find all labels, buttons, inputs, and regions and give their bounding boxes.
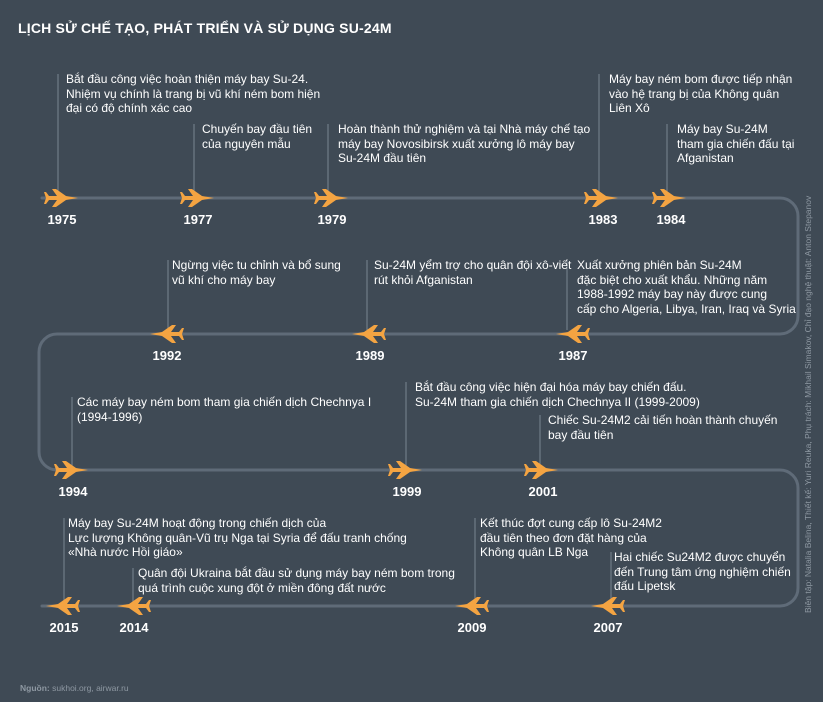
year-label: 1994 bbox=[58, 484, 88, 499]
year-label: 1989 bbox=[355, 348, 385, 363]
plane-icon bbox=[584, 189, 618, 207]
infographic-title: LỊCH SỬ CHẾ TẠO, PHÁT TRIỂN VÀ SỬ DỤNG S… bbox=[18, 20, 392, 36]
event-line: Chuyến bay đầu tiên bbox=[202, 122, 313, 136]
event-line: vũ khí cho máy bay bbox=[172, 272, 276, 287]
event-line: Su-24M tham gia chiến dịch Chechnya II (… bbox=[415, 394, 700, 409]
event-description: Chuyến bay đầu tiên của nguyên mẫu bbox=[202, 122, 312, 151]
event-line: Chiếc Su-24M2 cải tiến hoàn thành chuyến bbox=[548, 413, 778, 427]
event-line: tham gia chiến đấu tại bbox=[677, 136, 795, 151]
year-label: 1992 bbox=[152, 348, 182, 363]
event-description: Các máy bay ném bom tham gia chiến dịch … bbox=[77, 395, 371, 424]
year-label: 2015 bbox=[49, 620, 79, 635]
event-line: «Nhà nước Hồi giáo» bbox=[68, 545, 183, 559]
plane-icon bbox=[352, 325, 386, 343]
year-label: 1977 bbox=[183, 212, 213, 227]
event-line: Bắt đầu công việc hoàn thiện máy bay Su-… bbox=[66, 72, 309, 86]
event-line: Quân đội Ukraina bắt đầu sử dụng máy bay… bbox=[138, 566, 455, 580]
event-line: Lực lượng Không quân-Vũ trụ Nga tại Syri… bbox=[68, 530, 407, 545]
plane-icon bbox=[556, 325, 590, 343]
event-description: Máy bay Su-24M hoạt động trong chiến dịc… bbox=[68, 516, 407, 560]
event-line: Su-24M đầu tiên bbox=[338, 151, 427, 165]
year-label: 2009 bbox=[457, 620, 487, 635]
plane-icon bbox=[46, 597, 80, 615]
event-line: Các máy bay ném bom tham gia chiến dịch … bbox=[77, 395, 372, 409]
plane-icon bbox=[180, 189, 214, 207]
year-label: 2001 bbox=[528, 484, 558, 499]
plane-icon bbox=[388, 461, 422, 479]
event-description: Hoàn thành thử nghiệm và tại Nhà máy chế… bbox=[338, 122, 590, 166]
event-line: Liên Xô bbox=[609, 101, 650, 115]
event-description: Bắt đầu công việc hoàn thiện máy bay Su-… bbox=[66, 72, 320, 116]
event-line: Không quân LB Nga bbox=[480, 545, 589, 559]
event-description: Xuất xưởng phiên bản Su-24M đặc biệt cho … bbox=[577, 258, 796, 316]
event-line: đầu tiên theo đơn đặt hàng của bbox=[480, 530, 647, 545]
event-description: Bắt đầu công việc hiện đại hóa máy bay c… bbox=[415, 380, 700, 409]
source-text: sukhoi.org, airwar.ru bbox=[52, 683, 129, 693]
credits-vertical: Biên tập: Natalia Belina, Thiết kế: Yuri… bbox=[803, 195, 813, 613]
event-line: Hoàn thành thử nghiệm và tại Nhà máy chế… bbox=[338, 122, 591, 136]
event-line: Ngừng việc tu chỉnh và bổ sung bbox=[172, 258, 341, 272]
plane-icon bbox=[652, 189, 686, 207]
plane-icon bbox=[591, 597, 625, 615]
event-line: đến Trung tâm ứng nghiệm chiến bbox=[614, 564, 791, 579]
event-line: (1994-1996) bbox=[77, 409, 143, 424]
year-label: 1979 bbox=[317, 212, 347, 227]
event-line: Nhiệm vụ chính là trang bị vũ khí ném bo… bbox=[66, 86, 321, 101]
year-label: 1984 bbox=[656, 212, 686, 227]
event-line: Su-24M yểm trợ cho quân đội xô-viết bbox=[374, 258, 572, 272]
year-label: 1987 bbox=[558, 348, 588, 363]
event-line: Afganistan bbox=[677, 151, 734, 165]
event-description: Kết thúc đợt cung cấp lô Su-24M2 đầu tiên… bbox=[480, 516, 662, 560]
source-note: Nguồn: sukhoi.org, airwar.ru bbox=[20, 683, 129, 693]
plane-icon bbox=[455, 597, 489, 615]
event-line: 1988-1992 máy bay này được cung bbox=[577, 287, 768, 301]
event-description: Su-24M yểm trợ cho quân đội xô-viết rút k… bbox=[374, 258, 571, 287]
event-line: Bắt đầu công việc hiện đại hóa máy bay c… bbox=[415, 380, 687, 394]
event-line: bay đầu tiên bbox=[548, 427, 614, 442]
year-label: 2007 bbox=[593, 620, 623, 635]
event-description: Máy bay ném bom được tiếp nhận vào hệ tra… bbox=[609, 72, 792, 116]
event-description: Ngừng việc tu chỉnh và bổ sung vũ khí cho… bbox=[172, 258, 341, 287]
event-description: Chiếc Su-24M2 cải tiến hoàn thành chuyến… bbox=[548, 413, 777, 442]
year-label: 1999 bbox=[392, 484, 422, 499]
event-line: Xuất xưởng phiên bản Su-24M bbox=[577, 258, 742, 272]
plane-icon bbox=[117, 597, 151, 615]
plane-icon bbox=[150, 325, 184, 343]
event-line: vào hệ trang bị của Không quân bbox=[609, 86, 780, 101]
event-line: quá trình cuộc xung đột ở miền đông đất … bbox=[138, 580, 386, 595]
event-line: Máy bay Su-24M bbox=[677, 122, 768, 136]
event-line: máy bay Novosibirsk xuất xưởng lô máy ba… bbox=[338, 136, 575, 151]
event-line: Máy bay ném bom được tiếp nhận bbox=[609, 72, 793, 86]
event-line: đặc biệt cho xuất khẩu. Những năm bbox=[577, 272, 768, 287]
event-line: đại có độ chính xác cao bbox=[66, 101, 193, 115]
event-description: Quân đội Ukraina bắt đầu sử dụng máy bay… bbox=[138, 566, 455, 595]
event-line: cấp cho Algeria, Libya, Iran, Iraq và Sy… bbox=[577, 301, 796, 316]
event-line: Hai chiếc Su24M2 được chuyển bbox=[614, 550, 786, 564]
plane-icon bbox=[314, 189, 348, 207]
plane-icon bbox=[524, 461, 558, 479]
timeline-track bbox=[37, 196, 800, 608]
event-description: Máy bay Su-24M tham gia chiến đấu tại Afga… bbox=[677, 122, 794, 166]
event-line: Kết thúc đợt cung cấp lô Su-24M2 bbox=[480, 516, 662, 530]
plane-icon bbox=[44, 189, 78, 207]
event-description: Hai chiếc Su24M2 được chuyển đến Trung tâ… bbox=[614, 550, 791, 594]
year-label: 1975 bbox=[47, 212, 77, 227]
event-line: Máy bay Su-24M hoạt động trong chiến dịc… bbox=[68, 516, 327, 530]
event-line: đấu Lipetsk bbox=[614, 579, 676, 593]
source-label: Nguồn: bbox=[20, 683, 50, 693]
year-label: 1983 bbox=[588, 212, 618, 227]
event-line: của nguyên mẫu bbox=[202, 136, 291, 151]
event-line: rút khỏi Afganistan bbox=[374, 272, 473, 287]
year-label: 2014 bbox=[119, 620, 149, 635]
plane-icon bbox=[54, 461, 88, 479]
